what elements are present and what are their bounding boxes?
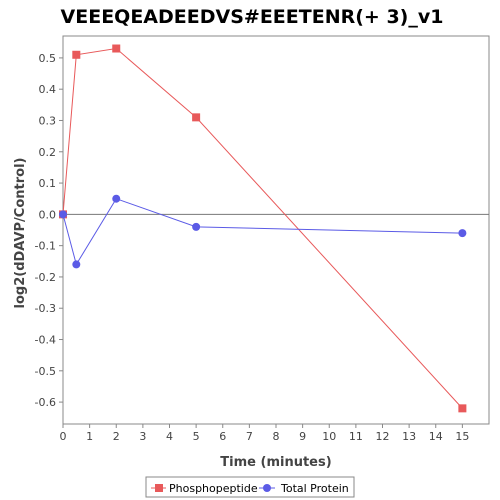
y-tick-label: 0.5 (39, 52, 57, 65)
data-point (458, 229, 467, 238)
legend: Phosphopeptide Total Protein (145, 476, 355, 498)
y-axis-label: log2(dDAVP/Control) (13, 158, 28, 309)
x-tick-label: 4 (166, 430, 173, 443)
x-axis-label: Time (minutes) (220, 455, 331, 470)
x-tick-label: 0 (60, 430, 67, 443)
legend-label-total-protein: Total Protein (280, 482, 349, 495)
x-tick-label: 15 (455, 430, 469, 443)
data-point (112, 44, 121, 53)
y-tick-label: 0.2 (39, 146, 57, 159)
x-tick-label: 3 (139, 430, 146, 443)
y-tick-label: 0.1 (39, 177, 57, 190)
y-tick-label: 0.0 (39, 208, 57, 221)
data-point (192, 222, 201, 231)
legend-box (145, 476, 355, 498)
y-tick-label: -0.1 (35, 240, 56, 253)
y-tick-label: 0.3 (39, 114, 57, 127)
chart-title: VEEEQEADEEDVS#EEETENR(+ 3)_v1 (61, 6, 444, 28)
data-point (112, 194, 121, 203)
y-tick-label: 0.4 (39, 83, 57, 96)
x-tick-label: 7 (246, 430, 253, 443)
y-tick-label: -0.4 (35, 334, 56, 347)
plot-area (62, 35, 490, 425)
data-point (72, 50, 81, 59)
data-point (72, 260, 81, 269)
data-point (192, 113, 201, 122)
x-tick-label: 11 (349, 430, 363, 443)
x-tick-label: 13 (402, 430, 416, 443)
legend-label-phosphopeptide: Phosphopeptide (169, 482, 258, 495)
x-tick-label: 12 (376, 430, 390, 443)
x-tick-label: 14 (429, 430, 443, 443)
y-tick-label: -0.6 (35, 396, 56, 409)
x-tick-label: 8 (273, 430, 280, 443)
x-tick-label: 1 (86, 430, 93, 443)
x-tick-label: 2 (113, 430, 120, 443)
series-total-protein (59, 194, 467, 269)
data-point (59, 210, 67, 219)
legend-marker-phosphopeptide (155, 484, 163, 492)
x-tick-label: 6 (219, 430, 226, 443)
y-tick-label: -0.5 (35, 365, 56, 378)
y-tick-label: -0.3 (35, 302, 56, 315)
x-tick-label: 5 (193, 430, 200, 443)
data-point (458, 404, 467, 413)
x-tick-label: 9 (299, 430, 306, 443)
legend-marker-total-protein (263, 484, 271, 492)
x-tick-label: 10 (322, 430, 336, 443)
y-tick-label: -0.2 (35, 271, 56, 284)
